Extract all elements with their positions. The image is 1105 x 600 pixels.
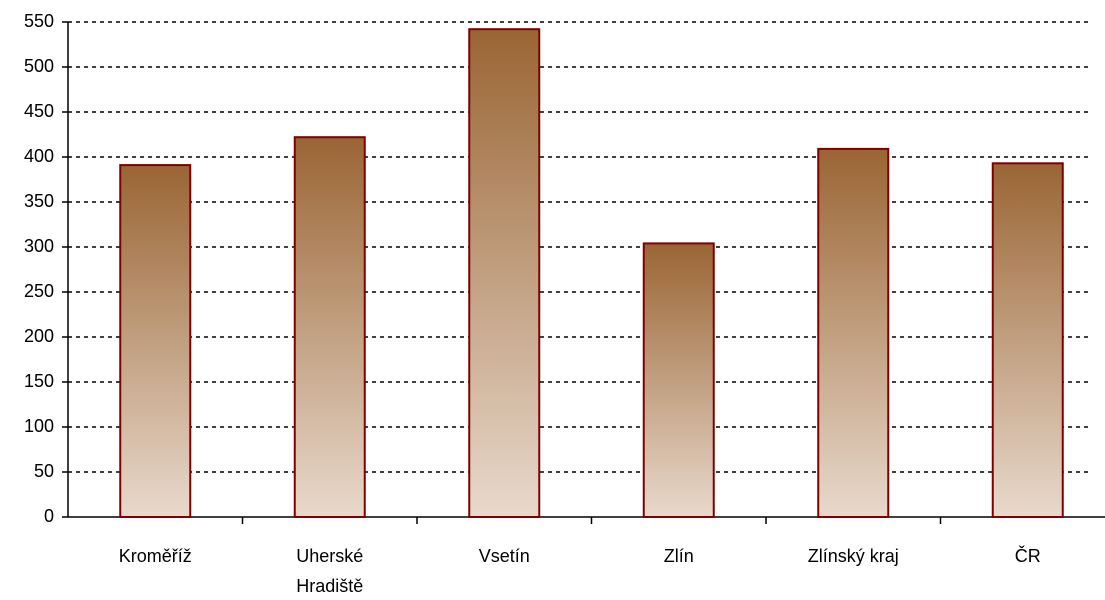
x-tick-label: Zlín [663,546,694,566]
bar [119,164,192,518]
y-tick-label: 100 [24,416,54,436]
y-tick-label: 450 [24,101,54,121]
y-tick-label: 550 [24,11,54,31]
y-tick-label: 500 [24,56,54,76]
y-tick-label: 0 [44,506,54,526]
y-tick-label: 350 [24,191,54,211]
bar [293,136,366,518]
x-tick-label: Kroměříž [118,546,192,566]
bar [991,162,1064,519]
y-tick-label: 250 [24,281,54,301]
x-tick-label: Zlínský kraj [807,546,899,566]
y-tick-label: 200 [24,326,54,346]
y-tick-label: 150 [24,371,54,391]
x-tick-label: ČR [1014,546,1041,566]
y-tick-label: 300 [24,236,54,256]
x-tick-label: Uherské Hradiště [296,546,364,596]
x-tick-label: Vsetín [478,546,530,566]
y-tick-label: 50 [34,461,54,481]
y-tick-label: 400 [24,146,54,166]
bar [642,242,715,518]
bar [468,28,541,518]
bar [817,147,890,518]
